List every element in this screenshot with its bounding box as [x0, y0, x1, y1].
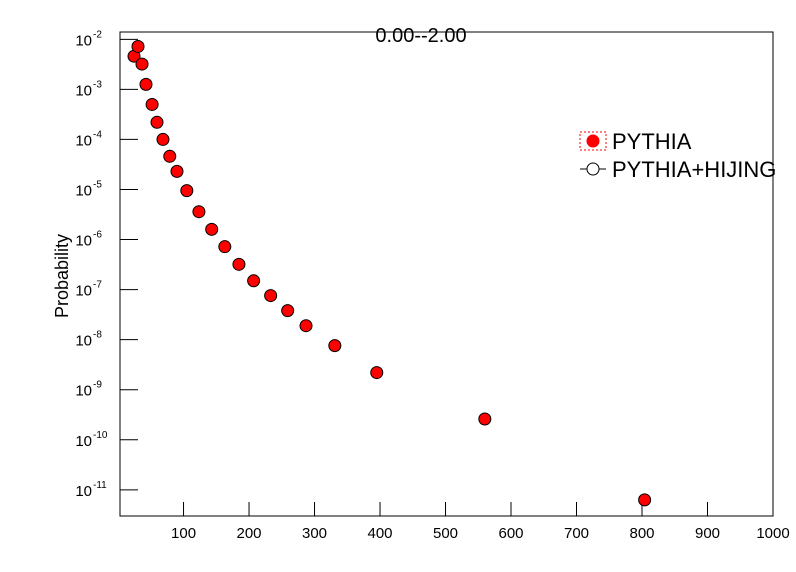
y-tick-label: 10 [75, 483, 92, 500]
y-tick-label: 10 [75, 233, 92, 250]
y-tick-base: 10 [75, 182, 92, 199]
y-tick-exponent: -6 [93, 230, 102, 241]
x-tick-label: 600 [498, 525, 523, 542]
y-tick-exponent: -5 [93, 179, 102, 190]
data-point [170, 164, 184, 178]
y-tick-base: 10 [75, 82, 92, 99]
chart-title: 0.00--2.00 [375, 25, 466, 47]
data-point [135, 57, 149, 71]
x-tick-label: 900 [695, 525, 720, 542]
x-tick-label: 100 [171, 525, 196, 542]
legend-label: PYTHIA [612, 129, 692, 154]
y-tick-exponent: -7 [93, 280, 102, 291]
data-point [156, 132, 170, 146]
y-tick-label: 10 [75, 182, 92, 199]
y-tick-exponent: -10 [93, 430, 108, 441]
data-point [150, 115, 164, 129]
data-point [145, 97, 159, 111]
y-tick-label: 10 [75, 132, 92, 149]
y-tick-base: 10 [75, 32, 92, 49]
x-tick-label: 500 [433, 525, 458, 542]
y-tick-exponent: -11 [93, 480, 107, 491]
data-point [247, 274, 261, 288]
data-point [328, 339, 342, 353]
y-tick-exponent: -2 [93, 29, 102, 40]
y-tick-label: 10 [75, 333, 92, 350]
data-point [264, 289, 278, 303]
data-point [478, 412, 492, 426]
y-tick-base: 10 [75, 333, 92, 350]
data-point [163, 149, 177, 163]
y-tick-base: 10 [75, 483, 92, 500]
y-tick-label: 10 [75, 82, 92, 99]
x-tick-label: 200 [237, 525, 262, 542]
legend-label: PYTHIA+HIJING [612, 157, 776, 182]
x-tick-label: 1000 [756, 525, 789, 542]
y-tick-base: 10 [75, 283, 92, 300]
y-tick-base: 10 [75, 233, 92, 250]
data-point [139, 77, 153, 91]
plot-frame [119, 31, 774, 517]
y-axis-label: Probability [52, 234, 72, 318]
y-tick-exponent: -8 [93, 330, 102, 341]
data-point [281, 304, 295, 318]
data-point [299, 319, 313, 333]
y-tick-base: 10 [75, 132, 92, 149]
y-tick-label: 10 [75, 383, 92, 400]
data-point [638, 493, 652, 507]
x-tick-label: 700 [564, 525, 589, 542]
data-point [180, 184, 194, 198]
y-tick-base: 10 [75, 383, 92, 400]
legend-marker [586, 162, 600, 176]
legend-fill-box [579, 131, 607, 151]
y-tick-label: 10 [75, 433, 92, 450]
y-tick-base: 10 [75, 433, 92, 450]
data-point [192, 205, 206, 219]
data-point [131, 39, 145, 53]
data-point [205, 222, 219, 236]
x-tick-label: 800 [629, 525, 654, 542]
y-tick-label: 10 [75, 283, 92, 300]
data-point [232, 257, 246, 271]
x-tick-label: 400 [368, 525, 393, 542]
x-tick-label: 300 [302, 525, 327, 542]
data-point [370, 366, 384, 380]
y-tick-exponent: -3 [93, 79, 102, 90]
y-tick-exponent: -9 [93, 380, 102, 391]
data-point [218, 240, 232, 254]
y-tick-exponent: -4 [93, 129, 102, 140]
y-tick-label: 10 [75, 32, 92, 49]
legend-marker [586, 134, 600, 148]
